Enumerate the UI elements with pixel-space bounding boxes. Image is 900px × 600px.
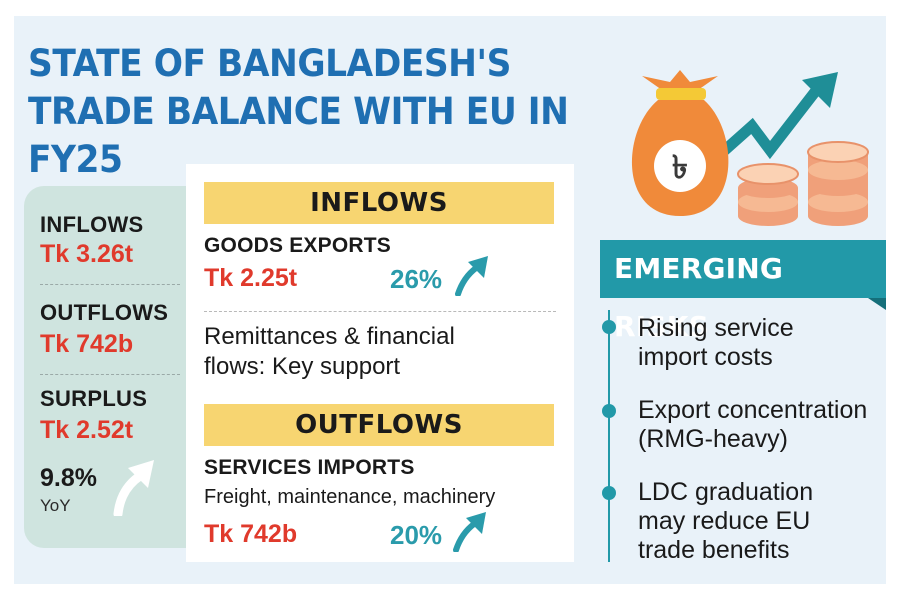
summary-inflows-label: INFLOWS xyxy=(40,212,144,237)
risk-timeline-line xyxy=(608,310,610,562)
services-imports-label: SERVICES IMPORTS xyxy=(204,456,415,479)
risk-item-line: LDC graduation xyxy=(638,478,814,506)
flows-card xyxy=(186,164,574,562)
summary-panel xyxy=(24,186,200,548)
up-arrow-icon xyxy=(113,460,154,516)
risk-item-line: trade benefits xyxy=(638,536,790,564)
section-divider xyxy=(204,311,556,312)
risk-item-line: (RMG-heavy) xyxy=(638,425,789,453)
rising-arrow-icon xyxy=(712,84,823,163)
risk-item: Export concentration (RMG-heavy) xyxy=(638,396,888,454)
yoy-growth-label: YoY xyxy=(40,496,71,515)
summary-surplus-value: Tk 2.52t xyxy=(40,416,134,444)
services-imports-value: Tk 742b xyxy=(204,520,298,548)
summary-outflows-value: Tk 742b xyxy=(40,330,134,358)
summary-divider xyxy=(40,374,180,375)
goods-exports-value: Tk 2.25t xyxy=(204,264,298,292)
summary-outflows-label: OUTFLOWS xyxy=(40,300,169,325)
risk-item-line: may reduce EU xyxy=(638,507,811,535)
services-imports-change: 20% xyxy=(390,520,443,550)
risk-item-line: import costs xyxy=(638,343,773,371)
yoy-growth-value: 9.8% xyxy=(40,464,97,492)
goods-exports-change: 26% xyxy=(390,264,443,294)
goods-exports-label: GOODS EXPORTS xyxy=(204,234,391,257)
page-title: STATE OF BANGLADESH'S TRADE BALANCE WITH… xyxy=(28,42,569,181)
up-arrow-icon xyxy=(453,512,486,552)
inflows-heading: INFLOWS xyxy=(204,182,554,224)
summary-surplus-label: SURPLUS xyxy=(40,386,148,411)
risk-item-line: Rising service xyxy=(638,314,794,342)
risk-bullet-icon xyxy=(602,486,616,500)
emerging-risks-heading: EMERGING RISKS xyxy=(600,240,886,343)
money-bag-icon: ৳ xyxy=(631,70,729,216)
summary-inflows-value: Tk 3.26t xyxy=(40,240,134,268)
money-bag-coins-rising-arrow-icon: ৳ xyxy=(631,70,869,226)
risk-bullet-icon xyxy=(602,404,616,418)
up-arrow-icon xyxy=(455,256,488,296)
risk-item: Rising service import costs xyxy=(638,314,888,372)
risk-item-line: Export concentration xyxy=(638,396,868,424)
services-imports-detail: Freight, maintenance, machinery xyxy=(204,486,496,508)
risk-bullet-icon xyxy=(602,320,616,334)
currency-symbol: ৳ xyxy=(672,148,688,186)
remittances-line-2: flows: Key support xyxy=(204,353,401,380)
summary-divider xyxy=(40,284,180,285)
remittances-line-1: Remittances & financial xyxy=(204,323,455,350)
ribbon-fold xyxy=(868,298,886,310)
coin-stack-icon xyxy=(737,141,869,226)
risk-item: LDC graduation may reduce EU trade benef… xyxy=(638,478,888,565)
outflows-heading: OUTFLOWS xyxy=(204,404,554,446)
